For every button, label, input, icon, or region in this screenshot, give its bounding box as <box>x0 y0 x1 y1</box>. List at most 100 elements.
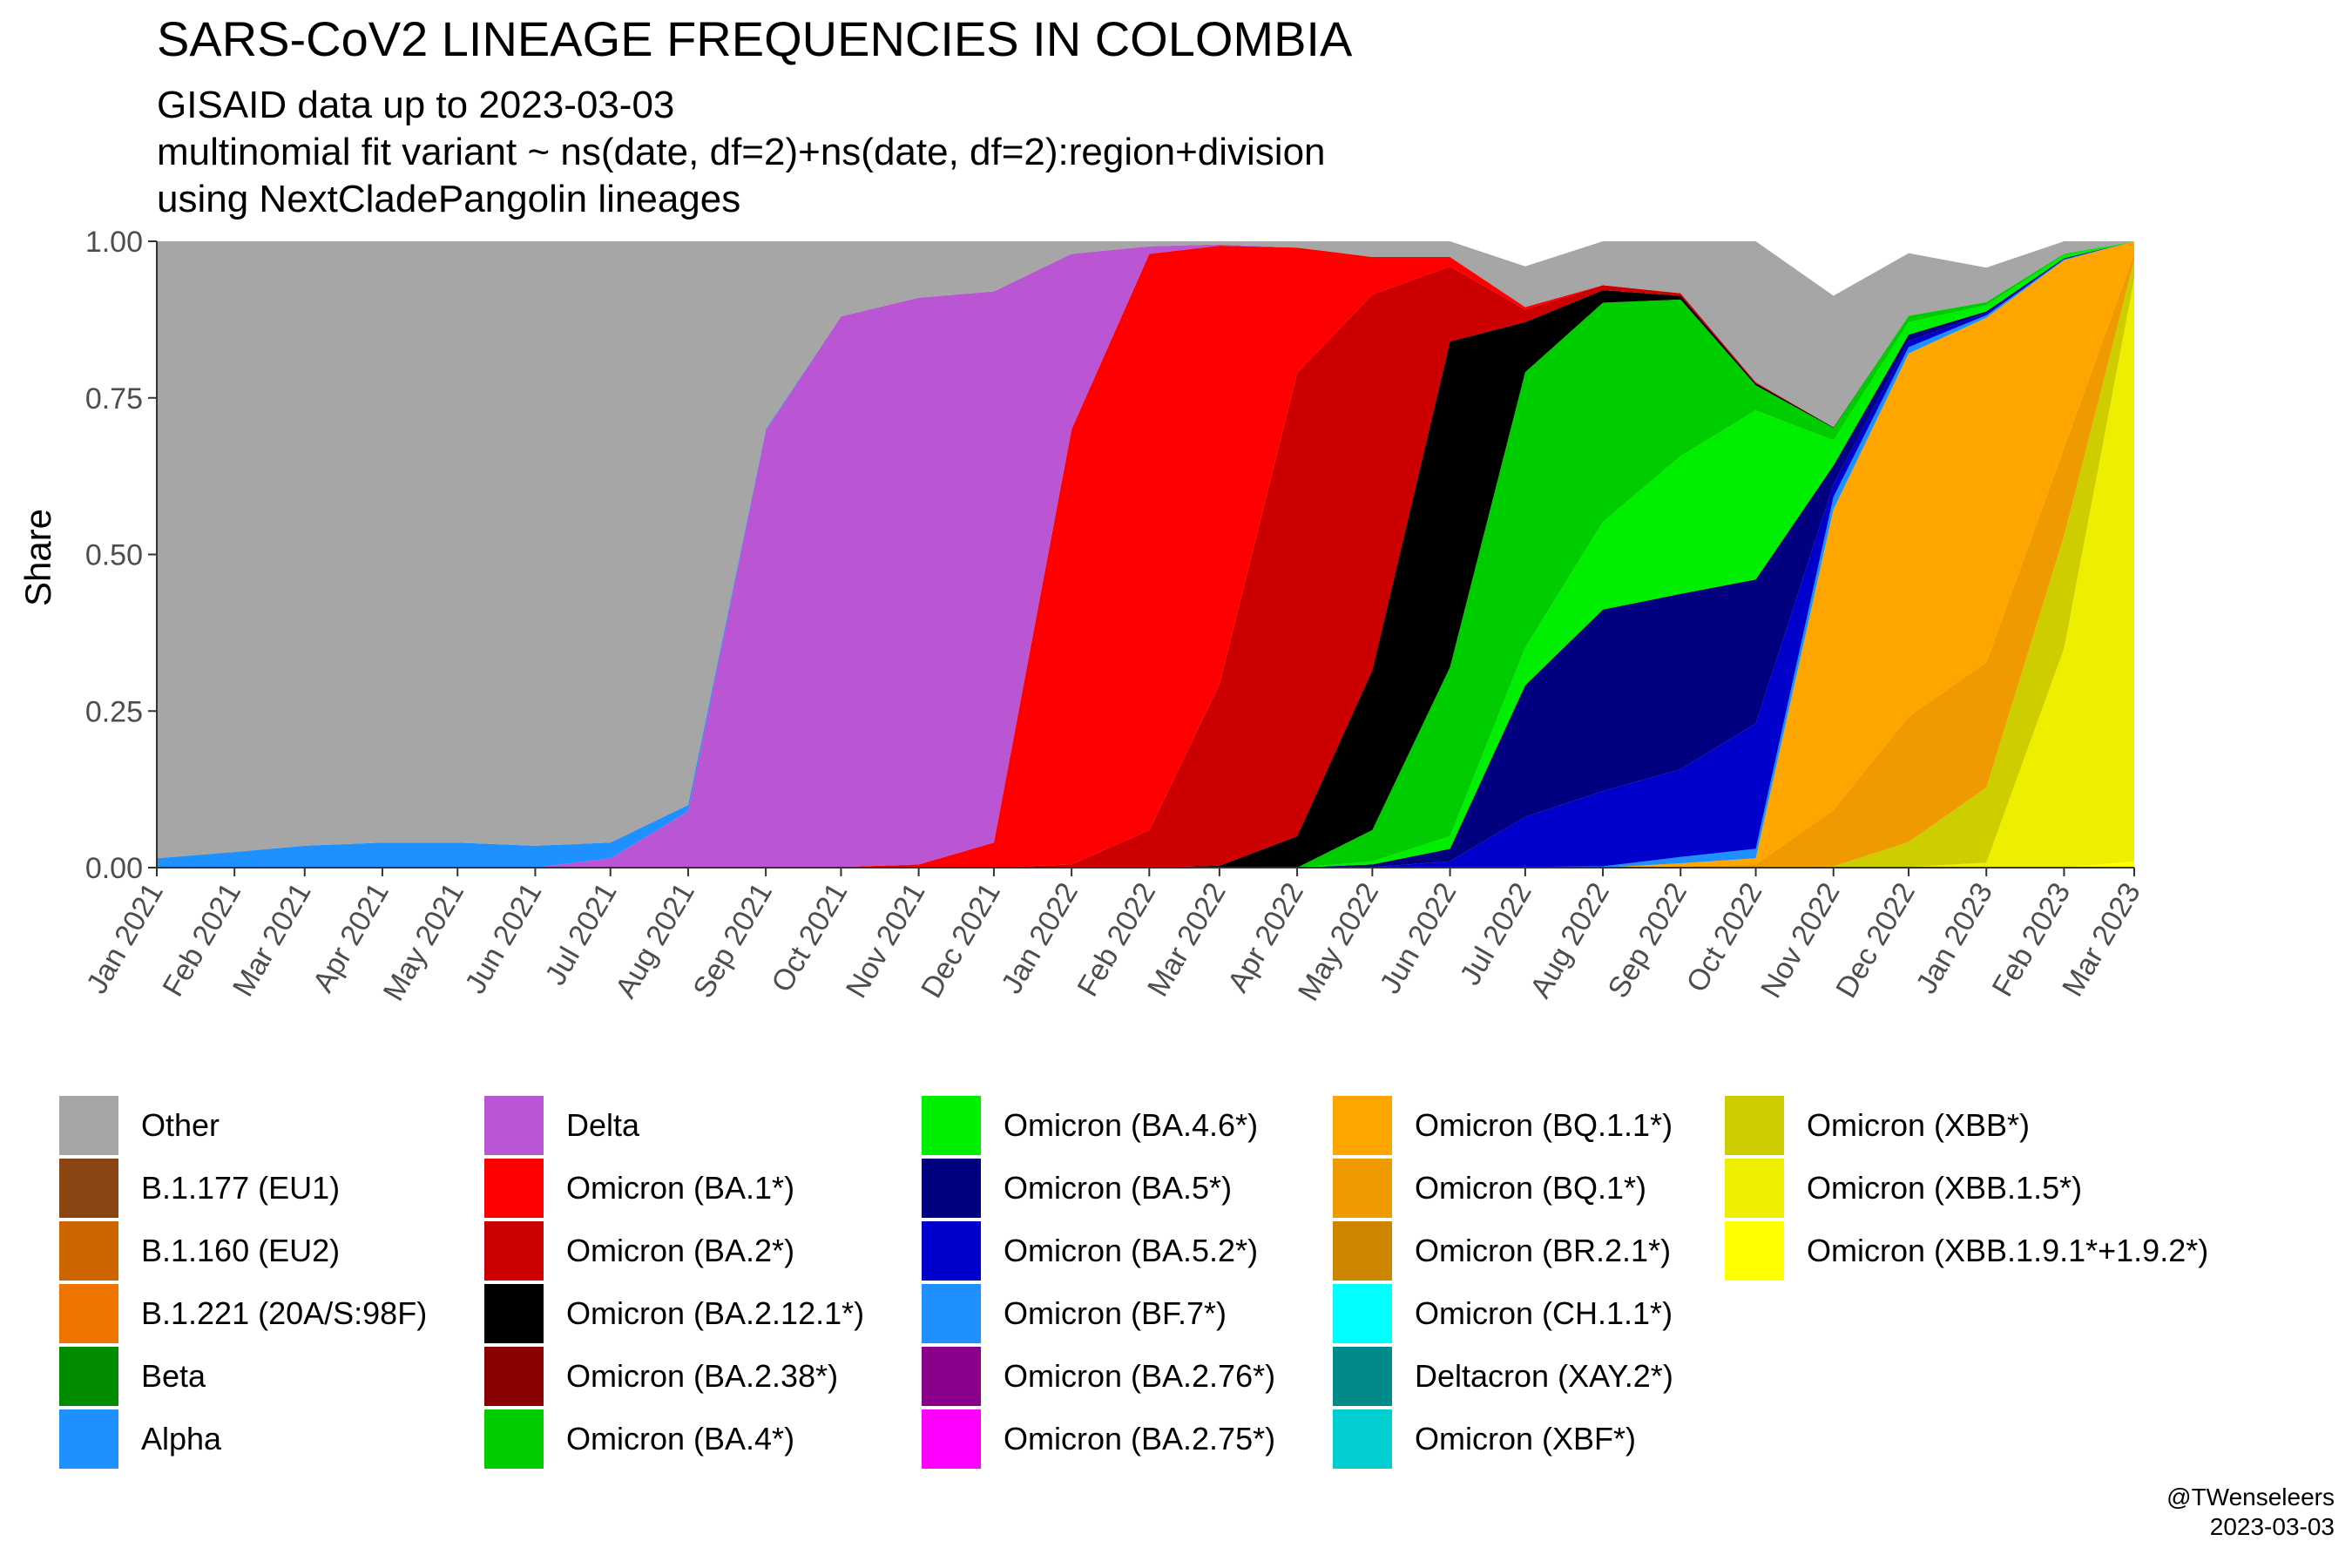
chart-subtitle-line-2: multinomial fit variant ~ ns(date, df=2)… <box>157 131 1326 173</box>
legend-item: Omicron (XBB.1.9.1*+1.9.2*) <box>1725 1221 2208 1281</box>
chart-subtitle-line-1: GISAID data up to 2023-03-03 <box>157 84 675 126</box>
legend-item: Omicron (XBB*) <box>1725 1096 2030 1155</box>
y-tick-label: 0.00 <box>85 852 143 885</box>
legend-label: B.1.221 (20A/S:98F) <box>141 1295 428 1331</box>
legend-label: Omicron (BA.2.12.1*) <box>566 1295 865 1331</box>
area-omicron-ba-1 <box>157 241 2134 868</box>
legend-label: Omicron (BR.2.1*) <box>1415 1233 1672 1268</box>
legend-key <box>922 1409 981 1469</box>
legend-item: B.1.177 (EU1) <box>59 1159 340 1218</box>
legend-item: B.1.221 (20A/S:98F) <box>59 1284 427 1343</box>
x-tick-label: Sep 2022 <box>1601 877 1693 1004</box>
x-tick-label: Sep 2021 <box>686 877 779 1004</box>
legend-label: Omicron (XBB.1.9.1*+1.9.2*) <box>1807 1233 2209 1268</box>
chart-subtitle-line-3: using NextCladePangolin lineages <box>157 178 741 220</box>
legend-item: Omicron (BA.1*) <box>484 1159 794 1218</box>
legend-key <box>922 1096 981 1155</box>
legend-label: Omicron (XBB.1.5*) <box>1807 1170 2083 1206</box>
legend-label: Omicron (BA.1*) <box>566 1170 795 1206</box>
area-omicron-ba-4 <box>157 241 2134 868</box>
legend-item: Omicron (BA.5*) <box>922 1159 1232 1218</box>
legend-item: Omicron (BA.2*) <box>484 1221 794 1281</box>
legend-item: Omicron (BF.7*) <box>922 1284 1227 1343</box>
legend-label: Omicron (BA.2.38*) <box>566 1358 839 1394</box>
legend-key <box>59 1347 118 1406</box>
chart-title: SARS-CoV2 LINEAGE FREQUENCIES IN COLOMBI… <box>157 11 1353 66</box>
x-tick-label: Jul 2021 <box>538 877 623 990</box>
x-tick-label: Jul 2022 <box>1454 877 1538 990</box>
legend-label: Beta <box>141 1358 206 1394</box>
legend-item: Other <box>59 1096 220 1155</box>
legend-key <box>59 1409 118 1469</box>
legend-item: Omicron (XBF*) <box>1333 1409 1636 1469</box>
legend-key <box>484 1284 544 1343</box>
credit-handle: @TWenseleers <box>2166 1484 2335 1511</box>
legend-key <box>922 1284 981 1343</box>
legend-item: Omicron (BA.4.6*) <box>922 1096 1258 1155</box>
x-tick-label: Jun 2022 <box>1374 877 1463 999</box>
legend-key <box>1725 1221 1784 1281</box>
legend-key <box>1333 1284 1392 1343</box>
legend-label: B.1.177 (EU1) <box>141 1170 341 1206</box>
legend-key <box>922 1221 981 1281</box>
x-tick-label: Oct 2021 <box>765 877 854 997</box>
legend-item: Omicron (BA.4*) <box>484 1409 794 1469</box>
legend-key <box>1333 1159 1392 1218</box>
y-axis: 0.00 0.25 0.50 0.75 1.00 <box>85 226 158 885</box>
legend-item: Omicron (BA.5.2*) <box>922 1221 1258 1281</box>
legend-key <box>484 1347 544 1406</box>
legend-item: Omicron (BA.2.12.1*) <box>484 1284 864 1343</box>
area-omicron-ba-5 <box>157 241 2134 868</box>
y-tick-label: 0.25 <box>85 695 143 728</box>
legend-key <box>1333 1409 1392 1469</box>
legend-item: Delta <box>484 1096 639 1155</box>
legend-key <box>484 1159 544 1218</box>
legend-key <box>59 1096 118 1155</box>
legend-key <box>1333 1221 1392 1281</box>
legend-key <box>484 1096 544 1155</box>
legend-label: Omicron (XBB*) <box>1807 1107 2031 1143</box>
legend-item: Omicron (BA.2.38*) <box>484 1347 838 1406</box>
legend-label: Omicron (BA.2.76*) <box>1004 1358 1276 1394</box>
legend-item: Deltacron (XAY.2*) <box>1333 1347 1673 1406</box>
legend-label: Alpha <box>141 1421 222 1456</box>
legend-item: B.1.160 (EU2) <box>59 1221 340 1281</box>
legend-label: Delta <box>566 1107 640 1143</box>
legend-label: Omicron (BQ.1.1*) <box>1415 1107 1673 1143</box>
legend: Other B.1.177 (EU1) B.1.160 (EU2) B.1.221 (… <box>59 1096 2289 1479</box>
legend-key <box>59 1221 118 1281</box>
y-tick-label: 0.75 <box>85 382 143 416</box>
legend-key <box>484 1409 544 1469</box>
legend-item: Omicron (BQ.1.1*) <box>1333 1096 1673 1155</box>
legend-label: Omicron (XBF*) <box>1415 1421 1637 1456</box>
x-tick-label: Jun 2021 <box>459 877 549 999</box>
legend-key <box>1725 1096 1784 1155</box>
legend-key <box>484 1221 544 1281</box>
legend-label: Omicron (CH.1.1*) <box>1415 1295 1673 1331</box>
legend-key <box>922 1159 981 1218</box>
legend-label: Omicron (BA.2.75*) <box>1004 1421 1276 1456</box>
y-tick-label: 1.00 <box>85 226 143 259</box>
area-omicron-ba-4-6 <box>157 241 2134 868</box>
legend-key <box>1333 1096 1392 1155</box>
legend-key <box>1333 1347 1392 1406</box>
legend-item: Beta <box>59 1347 206 1406</box>
legend-item: Omicron (BA.2.75*) <box>922 1409 1275 1469</box>
x-tick-label: Oct 2022 <box>1680 877 1769 997</box>
legend-key <box>1725 1159 1784 1218</box>
legend-item: Omicron (CH.1.1*) <box>1333 1284 1673 1343</box>
legend-item: Omicron (BQ.1*) <box>1333 1159 1646 1218</box>
credit-date: 2023-03-03 <box>2209 1513 2335 1540</box>
legend-key <box>922 1347 981 1406</box>
x-tick-label: Jan 2023 <box>1909 877 1999 999</box>
legend-label: Omicron (BQ.1*) <box>1415 1170 1647 1206</box>
legend-key <box>59 1159 118 1218</box>
x-tick-label: Jan 2022 <box>995 877 1085 999</box>
legend-label: Other <box>141 1107 220 1143</box>
legend-label: Omicron (BF.7*) <box>1004 1295 1227 1331</box>
area-other <box>157 241 2134 859</box>
legend-item: Omicron (XBB.1.5*) <box>1725 1159 2082 1218</box>
legend-label: Omicron (BA.2*) <box>566 1233 795 1268</box>
